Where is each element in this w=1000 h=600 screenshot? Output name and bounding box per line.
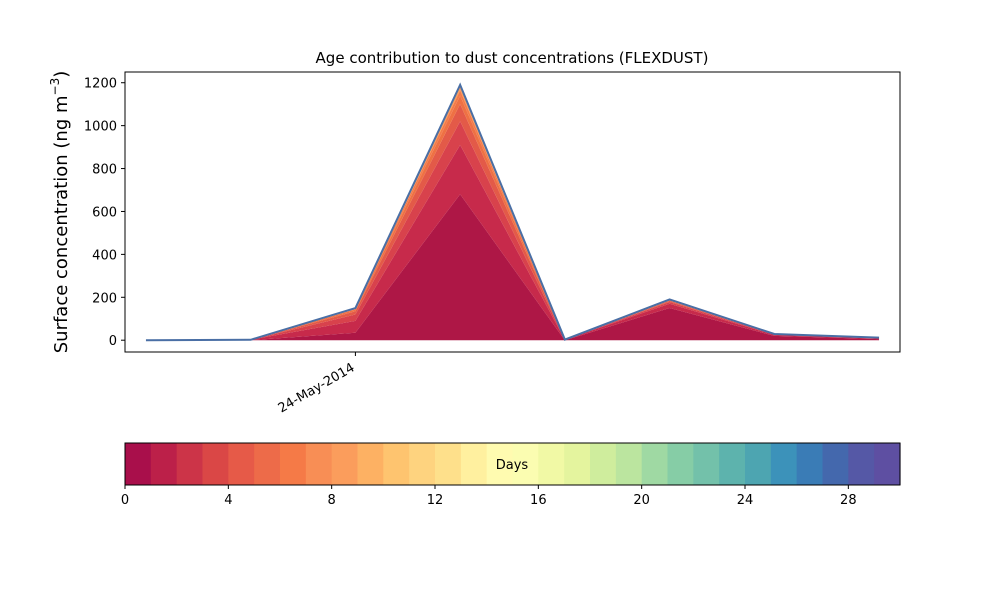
colorbar-segment-6 bbox=[280, 443, 307, 485]
colorbar-tick-label-1: 4 bbox=[224, 493, 232, 508]
colorbar-segment-29 bbox=[874, 443, 901, 485]
x-tick-label-0: 24-May-2014 bbox=[276, 360, 358, 416]
colorbar-segment-25 bbox=[770, 443, 798, 485]
colorbar-segment-12 bbox=[435, 443, 462, 485]
stacked-area-layers bbox=[145, 82, 880, 342]
colorbar-segment-13 bbox=[460, 443, 488, 485]
colorbar-segment-16 bbox=[538, 443, 565, 485]
area-layer-2 bbox=[145, 121, 880, 341]
colorbar-segment-17 bbox=[564, 443, 591, 485]
y-tick-label-2: 400 bbox=[92, 248, 117, 263]
y-tick-label-4: 800 bbox=[92, 163, 117, 178]
colorbar-tick-label-7: 28 bbox=[840, 493, 857, 508]
colorbar-segment-2 bbox=[176, 443, 204, 485]
colorbar-segment-0 bbox=[125, 443, 152, 485]
y-axis-label-close: ) bbox=[51, 71, 72, 78]
colorbar-segment-26 bbox=[796, 443, 824, 485]
area-layer-1 bbox=[145, 144, 880, 341]
colorbar-segment-24 bbox=[745, 443, 772, 485]
colorbar-segment-8 bbox=[331, 443, 359, 485]
colorbar-segment-3 bbox=[202, 443, 229, 485]
total-line bbox=[145, 82, 880, 342]
colorbar-label: Days bbox=[496, 458, 529, 473]
area-layer-4 bbox=[145, 95, 880, 341]
area-layer-3 bbox=[145, 104, 880, 341]
colorbar-tick-label-4: 16 bbox=[530, 493, 547, 508]
colorbar-segment-14 bbox=[486, 443, 514, 485]
y-tick-label-5: 1000 bbox=[84, 120, 117, 135]
y-axis-label-main: Surface concentration (ng m bbox=[51, 95, 72, 353]
colorbar-segment-10 bbox=[383, 443, 410, 485]
colorbar bbox=[125, 443, 901, 485]
y-axis-label-exponent: −3 bbox=[48, 78, 62, 96]
colorbar-segment-21 bbox=[667, 443, 694, 485]
y-tick-label-1: 200 bbox=[92, 291, 117, 306]
colorbar-tick-label-2: 8 bbox=[328, 493, 336, 508]
y-tick-label-3: 600 bbox=[92, 205, 117, 220]
chart-title: Age contribution to dust concentrations … bbox=[316, 49, 709, 67]
y-axis-label: Surface concentration (ng m−3) bbox=[48, 71, 72, 354]
colorbar-tick-label-6: 24 bbox=[737, 493, 754, 508]
colorbar-segment-19 bbox=[615, 443, 643, 485]
colorbar-segment-15 bbox=[512, 443, 539, 485]
colorbar-segment-1 bbox=[150, 443, 178, 485]
colorbar-tick-label-3: 12 bbox=[427, 493, 444, 508]
y-tick-label-6: 1200 bbox=[84, 77, 117, 92]
colorbar-segment-7 bbox=[305, 443, 333, 485]
area-layer-5 bbox=[145, 90, 880, 341]
colorbar-segment-20 bbox=[641, 443, 669, 485]
colorbar-segment-23 bbox=[719, 443, 746, 485]
colorbar-segment-22 bbox=[693, 443, 720, 485]
svg-text:Surface concentration (ng m−3): Surface concentration (ng m−3) bbox=[48, 71, 72, 354]
colorbar-tick-label-5: 20 bbox=[633, 493, 650, 508]
colorbar-segment-9 bbox=[357, 443, 384, 485]
colorbar-segment-5 bbox=[254, 443, 281, 485]
colorbar-tick-label-0: 0 bbox=[121, 493, 129, 508]
y-tick-label-0: 0 bbox=[109, 334, 117, 349]
colorbar-frame bbox=[124, 442, 901, 486]
colorbar-segment-11 bbox=[409, 443, 436, 485]
colorbar-segment-27 bbox=[822, 443, 849, 485]
area-layer-0 bbox=[145, 194, 880, 341]
plot-frame bbox=[124, 71, 901, 353]
colorbar-segment-4 bbox=[228, 443, 255, 485]
colorbar-segment-28 bbox=[848, 443, 875, 485]
colorbar-ticks: 0 4 8 12 16 20 24 28 bbox=[121, 485, 857, 508]
colorbar-segment-18 bbox=[590, 443, 617, 485]
